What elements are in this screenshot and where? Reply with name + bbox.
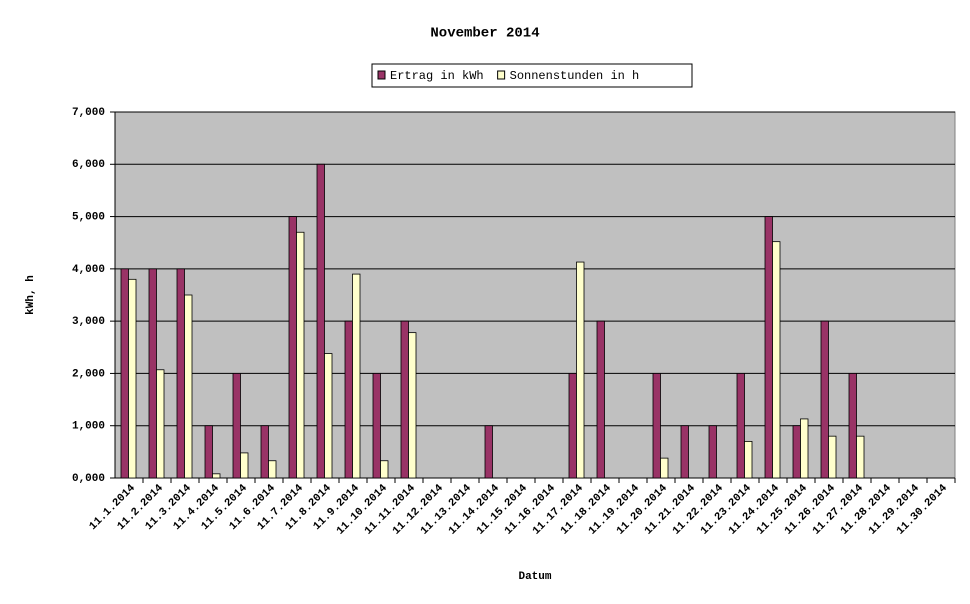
bar bbox=[128, 278, 137, 479]
bar bbox=[240, 452, 249, 479]
bar bbox=[400, 320, 409, 479]
bar bbox=[856, 435, 865, 479]
bar bbox=[148, 268, 157, 479]
bar bbox=[316, 163, 325, 479]
bar bbox=[288, 216, 297, 479]
bar bbox=[596, 320, 605, 479]
bar bbox=[232, 373, 241, 479]
bar bbox=[848, 373, 857, 479]
legend-label: Ertrag in kWh bbox=[390, 69, 484, 83]
bar bbox=[660, 457, 669, 479]
bar bbox=[204, 425, 213, 479]
y-tick-label: 5,000 bbox=[72, 211, 105, 223]
bar bbox=[800, 418, 809, 479]
bar bbox=[176, 268, 185, 479]
bar bbox=[260, 425, 269, 479]
bar bbox=[408, 332, 417, 479]
x-tick-label: 11.30.2014 bbox=[895, 482, 950, 537]
bar bbox=[792, 425, 801, 479]
bar bbox=[736, 373, 745, 479]
bar bbox=[764, 216, 773, 479]
x-axis-label: Datum bbox=[518, 571, 551, 583]
bar bbox=[156, 369, 165, 479]
bar bbox=[820, 320, 829, 479]
bar bbox=[352, 273, 361, 479]
bar bbox=[828, 435, 837, 479]
bar bbox=[708, 425, 717, 479]
y-tick-label: 0,000 bbox=[72, 473, 105, 485]
bar bbox=[268, 460, 277, 479]
y-tick-label: 2,000 bbox=[72, 368, 105, 380]
bar bbox=[568, 373, 577, 479]
bar bbox=[296, 231, 305, 479]
bar bbox=[576, 261, 585, 479]
y-tick-label: 6,000 bbox=[72, 159, 105, 171]
legend-box bbox=[371, 63, 693, 88]
bar bbox=[772, 241, 781, 479]
plot-area bbox=[114, 111, 956, 479]
bar bbox=[324, 353, 333, 479]
y-tick-label: 1,000 bbox=[72, 421, 105, 433]
bar bbox=[120, 268, 129, 479]
bar bbox=[380, 460, 389, 479]
legend-label: Sonnenstunden in h bbox=[510, 69, 640, 83]
bar bbox=[184, 294, 193, 479]
legend-swatch bbox=[497, 70, 506, 80]
bar bbox=[652, 373, 661, 479]
bar bbox=[212, 473, 221, 479]
bar bbox=[344, 320, 353, 479]
y-tick-label: 3,000 bbox=[72, 316, 105, 328]
legend-swatch bbox=[377, 70, 386, 80]
y-axis-label: kWh, h bbox=[25, 275, 37, 315]
y-tick-label: 4,000 bbox=[72, 264, 105, 276]
bar bbox=[372, 373, 381, 479]
bar bbox=[680, 425, 689, 479]
bar bbox=[484, 425, 493, 479]
bar bbox=[744, 440, 753, 479]
chart-title: November 2014 bbox=[430, 26, 539, 42]
y-tick-label: 7,000 bbox=[72, 107, 105, 119]
